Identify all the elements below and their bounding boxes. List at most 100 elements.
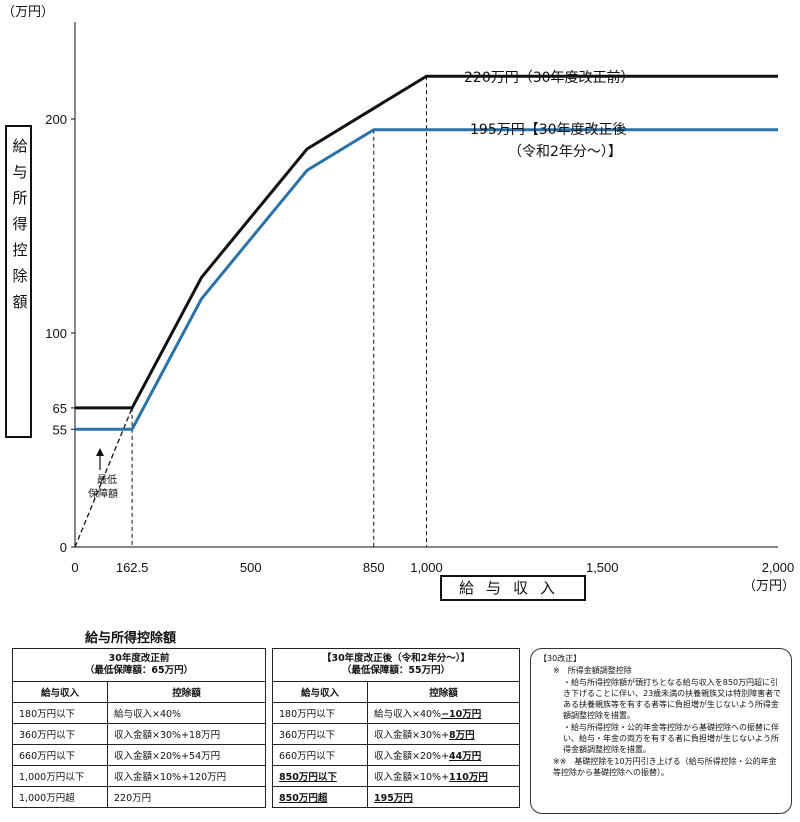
table-row: 660万円以下 収入金額×20%+54万円 <box>12 744 266 766</box>
table-after-body: 180万円以下 給与収入×40%−10万円 360万円以下 収入金額×30%+8万円 6… <box>272 702 520 808</box>
notes-item1-head: ※ 所得金額調整控除 <box>553 666 632 675</box>
income-cell: 1,000万円以下 <box>12 765 108 787</box>
income-cell: 850万円超 <box>272 786 368 808</box>
table-after-heading-2: （最低保障額：55万円） <box>341 665 451 676</box>
deduction-change-text: 44万円 <box>449 751 482 762</box>
table-before-heading: 30年度改正前 （最低保障額：65万円） <box>12 648 266 682</box>
table-before-col-header-row: 給与収入 控除額 <box>12 681 266 703</box>
income-text: 360万円以下 <box>19 730 76 741</box>
x-tick-label: 850 <box>363 560 385 575</box>
deduction-change-text: 195万円 <box>374 793 413 804</box>
min-guarantee-label-1: 最低 <box>97 473 117 486</box>
deduction-cell: 収入金額×30%+18万円 <box>107 723 266 745</box>
table-after-col-header-row: 給与収入 控除額 <box>272 681 520 703</box>
x-axis-title-box: 給与収入 <box>440 575 586 601</box>
income-text: 850万円以下 <box>279 772 337 783</box>
deduction-cell: 195万円 <box>367 786 520 808</box>
deduction-cell: 給与収入×40%−10万円 <box>367 702 520 724</box>
y-tick-label: 200 <box>45 112 67 127</box>
table-row: 850万円以下 収入金額×10%+110万円 <box>272 765 520 787</box>
income-cell: 660万円以下 <box>12 744 108 766</box>
series-line-before <box>75 74 778 410</box>
deduction-text: 給与収入×40% <box>114 709 182 720</box>
notes-title: 【30改正】 <box>539 654 582 663</box>
income-cell: 180万円以下 <box>272 702 368 724</box>
table-row: 1,000万円超 220万円 <box>12 786 266 808</box>
income-text: 180万円以下 <box>279 709 336 720</box>
table-row: 850万円超 195万円 <box>272 786 520 808</box>
deduction-change-text: 8万円 <box>449 730 475 741</box>
x-tick-label: 1,500 <box>586 560 619 575</box>
income-text: 1,000万円超 <box>19 793 75 804</box>
table-after-col-deduction: 控除額 <box>367 681 520 703</box>
deduction-cell: 収入金額×10%+110万円 <box>367 765 520 787</box>
deduction-chart: （万円） 0 55 65 100 200 0 162.5 500 850 1,000 1,500 2,… <box>2 4 795 593</box>
x-tick-label: 0 <box>71 560 78 575</box>
series-lines <box>75 74 778 431</box>
series-before-label: 220万円（30年度改正前） <box>464 69 635 86</box>
income-text: 360万円以下 <box>279 730 336 741</box>
y-axis-title-box: 給与所得控除額 <box>5 125 32 438</box>
x-axis-title: 給与収入 <box>458 579 567 597</box>
x-tick-label: 162.5 <box>116 560 149 575</box>
x-tick-label: 1,000 <box>410 560 443 575</box>
series-line-after <box>75 128 778 431</box>
table-before-col-income: 給与収入 <box>12 681 108 703</box>
table-after-heading-1: 【30年度改正後（令和2年分～）】 <box>321 653 471 664</box>
deduction-cell: 収入金額×20%+44万円 <box>367 744 520 766</box>
table-row: 360万円以下 収入金額×30%+8万円 <box>272 723 520 745</box>
dashed-origin-line <box>74 407 133 548</box>
annotations: 220万円（30年度改正前） 195万円【30年度改正後 （令和2年分～）】 最… <box>88 69 635 500</box>
tables-title: 給与所得控除額 <box>85 631 177 646</box>
income-cell: 360万円以下 <box>12 723 108 745</box>
y-tick-label: 65 <box>53 401 67 416</box>
table-before-body: 180万円以下 給与収入×40% 360万円以下 収入金額×30%+18万円 660万円… <box>12 702 266 808</box>
table-row: 1,000万円以下 収入金額×10%+120万円 <box>12 765 266 787</box>
deduction-cell: 220万円 <box>107 786 266 808</box>
deduction-change-text: 110万円 <box>449 772 488 783</box>
y-tick-label: 55 <box>53 422 67 437</box>
x-unit-label: （万円） <box>743 578 795 593</box>
table-row: 180万円以下 給与収入×40% <box>12 702 266 724</box>
table-before-heading-1: 30年度改正前 <box>108 653 170 664</box>
table-after-heading-row: 【30年度改正後（令和2年分～）】 （最低保障額：55万円） <box>272 648 520 682</box>
deduction-base-text: 給与収入×40% <box>374 709 442 720</box>
deduction-base-text: 収入金額×10%+ <box>374 772 450 783</box>
income-text: 180万円以下 <box>19 709 76 720</box>
y-tick-label: 100 <box>45 326 67 341</box>
deduction-text: 収入金額×10%+120万円 <box>114 772 227 783</box>
income-cell: 660万円以下 <box>272 744 368 766</box>
x-tick-label: 500 <box>240 560 262 575</box>
income-cell: 850万円以下 <box>272 765 368 787</box>
deduction-change-text: −10万円 <box>441 709 482 720</box>
table-before-heading-row: 30年度改正前 （最低保障額：65万円） <box>12 648 266 682</box>
table-after-heading: 【30年度改正後（令和2年分～）】 （最低保障額：55万円） <box>272 648 520 682</box>
table-after-col-income: 給与収入 <box>272 681 368 703</box>
table-after: 【30年度改正後（令和2年分～）】 （最低保障額：55万円） 給与収入 控除額 … <box>272 648 520 808</box>
table-row: 360万円以下 収入金額×30%+18万円 <box>12 723 266 745</box>
chart-axes <box>71 22 778 548</box>
income-text: 1,000万円以下 <box>19 772 85 783</box>
deduction-base-text: 収入金額×20%+ <box>374 751 450 762</box>
table-before-col-deduction: 控除額 <box>107 681 266 703</box>
notes-item2: ※※ 基礎控除を10万円引き上げる（給与所得控除・公的年金等控除から基礎控除への… <box>553 757 777 777</box>
deduction-text: 収入金額×20%+54万円 <box>114 751 221 762</box>
table-before-heading-2: （最低保障額：65万円） <box>84 665 194 676</box>
y-tick-label: 0 <box>60 540 67 555</box>
y-axis-title: 給与所得控除額 <box>12 137 28 311</box>
deduction-cell: 収入金額×20%+54万円 <box>107 744 266 766</box>
income-text: 660万円以下 <box>279 751 336 762</box>
income-text: 850万円超 <box>279 793 328 804</box>
income-text: 660万円以下 <box>19 751 76 762</box>
notes-item1-text2: ・給与所得控除・公的年金等控除から基礎控除への振替に伴い、給与・年金の両方を有す… <box>563 723 779 754</box>
income-cell: 1,000万円超 <box>12 786 108 808</box>
min-guarantee-arrowhead <box>96 448 104 456</box>
series-after-label-2: （令和2年分～）】 <box>508 144 622 160</box>
notes-item1-text1: ・給与所得控除額が頭打ちとなる給与収入を850万円超に引き下げることに伴い、23… <box>563 678 782 720</box>
tick-labels: 0 55 65 100 200 0 162.5 500 850 1,000 1,500 2,000 <box>45 112 794 575</box>
deduction-text: 収入金額×30%+18万円 <box>114 730 221 741</box>
deduction-text: 220万円 <box>114 793 152 804</box>
income-cell: 180万円以下 <box>12 702 108 724</box>
series-after-label-1: 195万円【30年度改正後 <box>470 122 627 138</box>
x-tick-label: 2,000 <box>762 560 795 575</box>
